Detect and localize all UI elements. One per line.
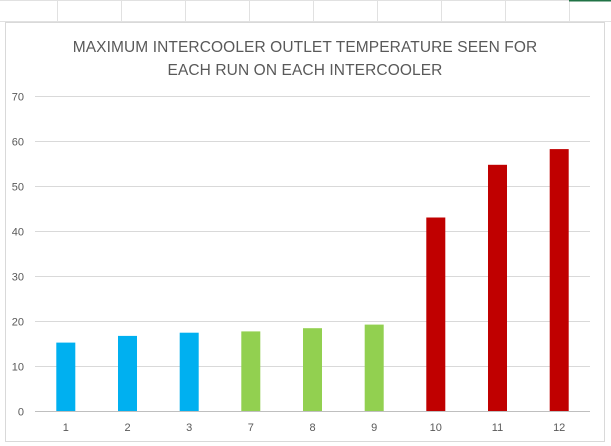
x-tick-label: 3 — [186, 422, 192, 434]
bar-12[interactable] — [549, 149, 569, 411]
x-tick-label: 7 — [248, 422, 254, 434]
bar-11[interactable] — [488, 164, 507, 411]
bar-10[interactable] — [426, 217, 446, 412]
bar-9[interactable] — [364, 324, 384, 411]
bar-8[interactable] — [303, 328, 322, 411]
bar-1[interactable] — [56, 342, 76, 411]
y-tick-label: 30 — [12, 272, 24, 284]
x-tick-label: 10 — [430, 422, 442, 434]
x-tick-label: 1 — [63, 422, 69, 434]
y-tick-label: 10 — [12, 362, 24, 374]
bar-3[interactable] — [179, 332, 199, 411]
y-axis-ticks: 0 10 20 30 40 50 60 70 — [12, 92, 24, 419]
x-tick-label: 11 — [492, 422, 503, 434]
chart-title-line-2: EACH RUN ON EACH INTERCOOLER — [167, 62, 443, 79]
chart-title: MAXIMUM INTERCOOLER OUTLET TEMPERATURE S… — [5, 36, 605, 82]
y-tick-label: 60 — [12, 137, 24, 149]
x-tick-label: 2 — [124, 422, 130, 434]
x-tick-label: 9 — [371, 422, 377, 434]
chart-title-line-1: MAXIMUM INTERCOOLER OUTLET TEMPERATURE S… — [72, 39, 538, 56]
y-tick-label: 40 — [12, 227, 24, 239]
y-tick-label: 20 — [12, 317, 24, 329]
x-tick-label: 12 — [553, 422, 565, 434]
x-tick-label: 8 — [309, 422, 315, 434]
bar-2[interactable] — [118, 335, 137, 411]
y-tick-label: 70 — [12, 92, 24, 104]
y-tick-label: 0 — [18, 407, 24, 419]
x-axis-ticks: 1 2 3 7 8 9 10 11 12 — [63, 422, 566, 434]
bar-7[interactable] — [241, 331, 261, 411]
bars — [56, 149, 569, 412]
y-tick-label: 50 — [12, 182, 24, 194]
